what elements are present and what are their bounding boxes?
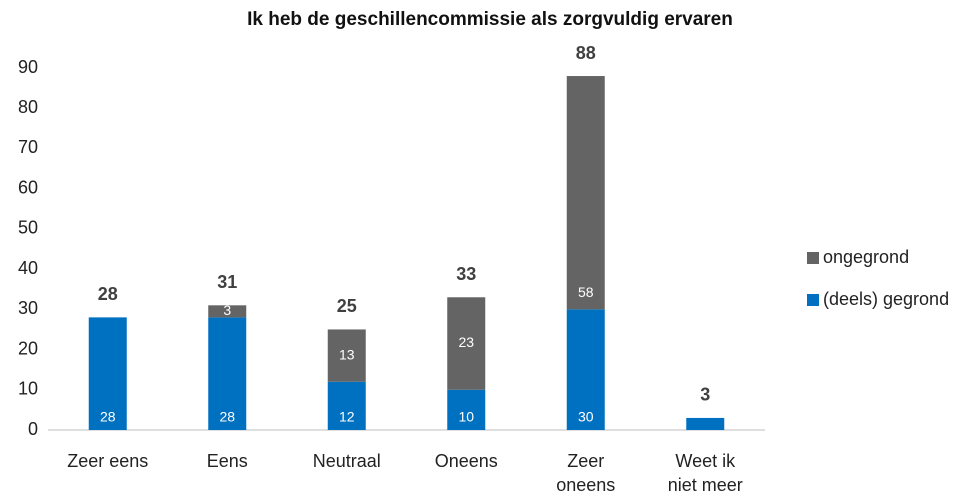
y-tick-label: 20: [18, 338, 38, 358]
y-tick-label: 80: [18, 97, 38, 117]
y-tick-label: 60: [18, 177, 38, 197]
y-tick-label: 50: [18, 218, 38, 238]
bar-segment: [88, 317, 127, 430]
x-tick-label: Eens: [207, 451, 248, 471]
data-label: 23: [458, 334, 474, 350]
data-label: 13: [339, 346, 355, 362]
legend-swatch: [807, 294, 819, 306]
data-label: 3: [223, 302, 231, 318]
total-label: 28: [98, 284, 118, 304]
x-tick-label: Zeer eens: [67, 451, 148, 471]
legend-label: ongegrond: [823, 247, 909, 267]
legend-swatch: [807, 252, 819, 264]
bar-segment: [208, 317, 247, 430]
bar-segment: [327, 329, 366, 382]
total-label: 3: [700, 385, 710, 405]
y-tick-label: 30: [18, 298, 38, 318]
y-tick-label: 40: [18, 258, 38, 278]
total-label: 31: [217, 272, 237, 292]
bar-segment: [686, 417, 725, 430]
bar-segment: [566, 309, 605, 430]
y-tick-label: 70: [18, 137, 38, 157]
chart-title: Ik heb de geschillencommissie als zorgvu…: [247, 9, 733, 30]
bar-segment: [447, 389, 486, 430]
data-label: 30: [578, 409, 594, 425]
bar-segment: [327, 381, 366, 430]
y-tick-label: 90: [18, 57, 38, 77]
data-label: 58: [578, 284, 594, 300]
legend-label: (deels) gegrond: [823, 289, 949, 309]
data-label: 28: [100, 409, 116, 425]
x-tick-label: Weet ik niet meer: [668, 451, 743, 495]
data-label: 12: [339, 409, 355, 425]
y-tick-label: 10: [18, 379, 38, 399]
total-label: 25: [337, 296, 357, 316]
x-tick-label: Oneens: [435, 451, 498, 471]
bar-segment: [447, 297, 486, 390]
x-tick-label: Zeer oneens: [556, 451, 615, 495]
y-tick-label: 0: [28, 419, 38, 439]
data-label: 10: [458, 409, 474, 425]
total-label: 88: [576, 43, 596, 63]
bar-segment: [208, 305, 247, 318]
bar-segment: [566, 76, 605, 310]
total-label: 33: [456, 264, 476, 284]
x-tick-label: Neutraal: [313, 451, 381, 471]
data-label: 28: [219, 409, 235, 425]
